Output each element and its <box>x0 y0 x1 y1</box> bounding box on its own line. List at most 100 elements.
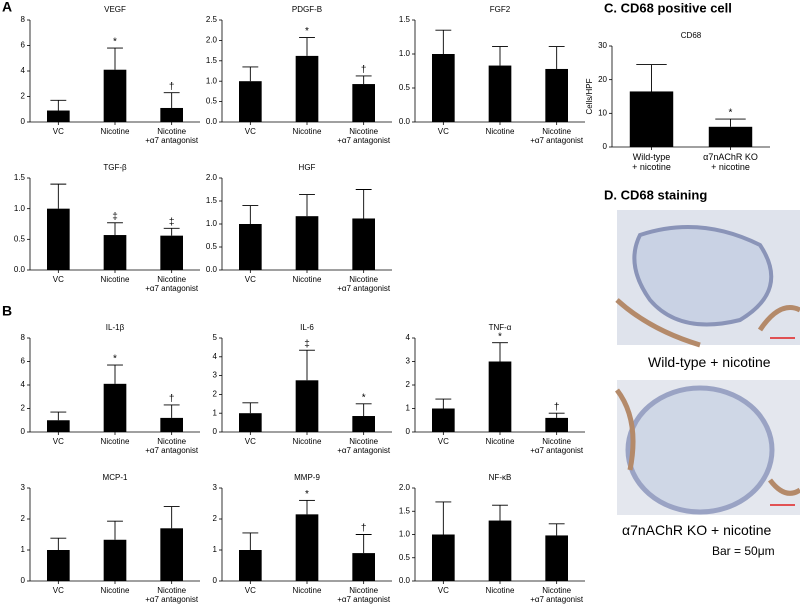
panel-label: C. CD68 positive cell <box>604 0 732 15</box>
bar <box>352 553 375 581</box>
bar <box>160 417 183 432</box>
bar <box>103 383 127 432</box>
y-tick-label: 1 <box>21 545 26 554</box>
bar <box>488 361 512 432</box>
bar <box>47 550 70 581</box>
panel-label: A <box>2 0 12 15</box>
annotation: † <box>554 402 560 413</box>
y-tick-label: 0.5 <box>206 242 218 251</box>
annotation: † <box>169 394 175 405</box>
chart-title: CD68 <box>681 31 702 40</box>
bar <box>352 218 375 270</box>
x-tick-label: Nicotine +α7 antagonist <box>530 437 584 456</box>
y-tick-label: 4 <box>21 380 26 389</box>
y-tick-label: 8 <box>21 333 26 342</box>
x-tick-label: VC <box>52 127 64 136</box>
y-axis-label: Cells/HPF <box>585 78 594 114</box>
y-tick-label: 6 <box>21 41 26 50</box>
y-tick-label: 20 <box>598 75 607 84</box>
bar <box>545 68 568 122</box>
annotation: * <box>113 354 117 365</box>
x-tick-label: Nicotine +α7 antagonist <box>145 437 199 456</box>
chart-title: HGF <box>299 163 316 172</box>
bar <box>295 216 319 270</box>
x-tick-label: Nicotine +α7 antagonist <box>337 275 391 294</box>
x-tick-label: VC <box>244 437 256 446</box>
image-caption: α7nAChR KO + nicotine <box>622 522 772 538</box>
y-tick-label: 0 <box>213 427 218 436</box>
annotation: † <box>169 81 175 92</box>
y-tick-label: 0.5 <box>14 234 26 243</box>
chart-title: MMP-9 <box>294 473 320 482</box>
annotation: ‡ <box>169 217 175 228</box>
annotation: * <box>305 26 309 37</box>
y-tick-label: 0.0 <box>206 117 218 126</box>
y-tick-label: 0.0 <box>206 265 218 274</box>
image-caption: Wild-type + nicotine <box>648 354 771 370</box>
y-tick-label: 2 <box>213 390 218 399</box>
x-tick-label: VC <box>437 437 449 446</box>
bar <box>488 520 512 581</box>
bar <box>352 416 375 432</box>
bar <box>708 126 753 147</box>
y-tick-label: 2 <box>21 514 26 523</box>
chart-title: IL-6 <box>300 323 314 332</box>
y-tick-label: 1 <box>213 545 218 554</box>
annotation: * <box>498 331 502 342</box>
bar <box>47 208 70 270</box>
x-tick-label: Nicotine <box>485 437 515 446</box>
scale-note: Bar = 50μm <box>712 544 775 558</box>
y-tick-label: 1 <box>406 404 411 413</box>
annotation: † <box>361 65 367 76</box>
y-tick-label: 1.5 <box>14 173 26 182</box>
y-tick-label: 3 <box>21 483 26 492</box>
x-tick-label: Nicotine <box>100 437 130 446</box>
bar <box>432 54 455 122</box>
y-tick-label: 2 <box>213 514 218 523</box>
y-tick-label: 3 <box>406 357 411 366</box>
x-tick-label: VC <box>437 586 449 595</box>
y-tick-label: 1.5 <box>206 56 218 65</box>
bar <box>488 65 512 122</box>
micrograph <box>614 210 800 515</box>
bar <box>295 514 319 581</box>
bar <box>432 534 455 581</box>
x-tick-label: Nicotine +α7 antagonist <box>337 586 391 605</box>
y-tick-label: 30 <box>598 41 607 50</box>
bar <box>295 380 319 432</box>
y-tick-label: 2.5 <box>206 15 218 24</box>
bar <box>295 55 319 122</box>
x-tick-label: Nicotine <box>100 275 130 284</box>
x-tick-label: Nicotine <box>292 127 322 136</box>
chart-title: NF-κB <box>489 473 512 482</box>
x-tick-label: VC <box>244 127 256 136</box>
y-tick-label: 2 <box>406 380 411 389</box>
annotation: ‡ <box>304 339 310 350</box>
y-tick-label: 0 <box>21 427 26 436</box>
x-tick-label: VC <box>52 275 64 284</box>
chart-title: IL-1β <box>106 323 125 332</box>
y-tick-label: 10 <box>598 108 607 117</box>
bar <box>432 408 455 432</box>
bar <box>47 420 70 432</box>
y-tick-label: 0 <box>406 427 411 436</box>
y-tick-label: 2 <box>21 404 26 413</box>
annotation: * <box>113 37 117 48</box>
bar <box>545 535 568 581</box>
x-tick-label: Nicotine +α7 antagonist <box>337 437 391 456</box>
y-tick-label: 1.5 <box>399 15 411 24</box>
y-tick-label: 4 <box>406 333 411 342</box>
y-tick-label: 3 <box>213 371 218 380</box>
y-tick-label: 1.0 <box>206 219 218 228</box>
bar <box>239 224 262 270</box>
y-tick-label: 0 <box>603 142 608 151</box>
bar <box>47 110 70 122</box>
x-tick-label: Nicotine <box>292 586 322 595</box>
x-tick-label: Nicotine +α7 antagonist <box>145 275 199 294</box>
annotation: * <box>729 108 733 119</box>
annotation: † <box>361 523 367 534</box>
x-tick-label: Nicotine +α7 antagonist <box>337 127 391 146</box>
bar <box>545 417 568 432</box>
chart-title: TNF-α <box>489 323 512 332</box>
